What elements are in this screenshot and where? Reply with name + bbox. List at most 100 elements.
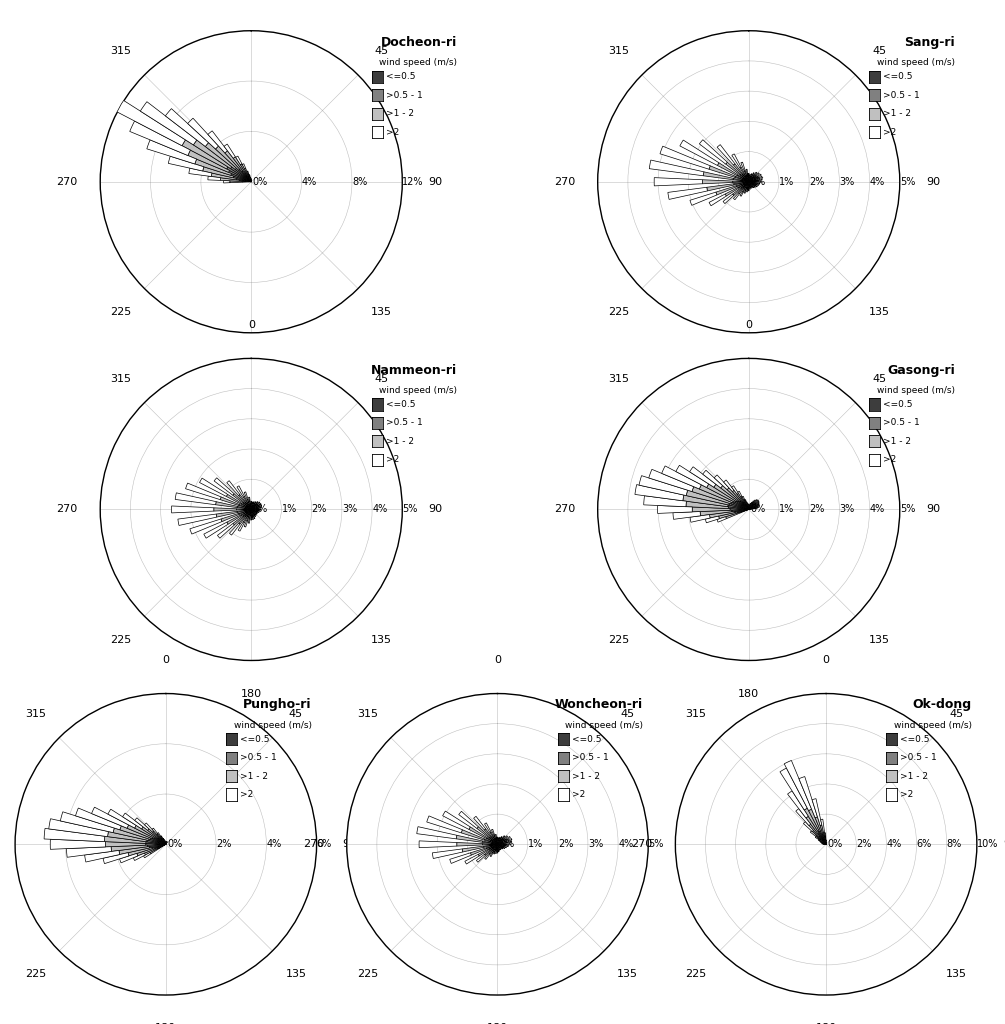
Bar <box>244 168 249 177</box>
Bar <box>753 183 756 184</box>
Bar <box>237 506 247 509</box>
Bar <box>747 182 749 184</box>
Bar <box>745 171 747 177</box>
Bar <box>252 506 254 508</box>
Text: 0%: 0% <box>499 840 515 849</box>
Bar <box>752 184 754 186</box>
Bar <box>824 843 826 844</box>
Bar <box>227 480 240 496</box>
Bar <box>682 495 728 507</box>
Bar <box>754 185 756 187</box>
Text: >0.5 - 1: >0.5 - 1 <box>240 754 277 762</box>
Bar <box>747 507 749 510</box>
Bar <box>740 174 747 180</box>
Bar <box>754 182 757 183</box>
Bar <box>643 496 686 507</box>
Bar <box>247 508 251 510</box>
Bar <box>724 480 734 492</box>
Bar <box>186 483 221 500</box>
Bar <box>248 179 251 182</box>
Bar <box>115 99 186 145</box>
Bar <box>756 506 759 507</box>
Text: >0.5 - 1: >0.5 - 1 <box>572 754 609 762</box>
Bar <box>147 840 161 844</box>
Bar <box>825 833 826 839</box>
Bar <box>243 503 249 508</box>
Bar <box>237 485 244 498</box>
Text: 0%: 0% <box>253 177 268 186</box>
Bar <box>661 466 701 489</box>
Bar <box>150 845 162 848</box>
Bar <box>494 846 496 849</box>
Text: >1 - 2: >1 - 2 <box>386 110 414 118</box>
Bar <box>700 510 732 516</box>
Bar <box>749 180 751 182</box>
Bar <box>163 843 166 844</box>
Bar <box>723 195 734 204</box>
Bar <box>427 816 462 833</box>
Bar <box>732 154 742 168</box>
Bar <box>255 507 258 508</box>
Bar <box>497 843 498 844</box>
Bar <box>752 503 754 506</box>
Bar <box>482 844 493 845</box>
Bar <box>822 835 825 842</box>
Bar <box>248 510 251 512</box>
Bar <box>419 841 457 848</box>
Bar <box>746 184 748 187</box>
Bar <box>258 505 261 507</box>
Text: <=0.5: <=0.5 <box>572 735 601 743</box>
Bar <box>488 846 494 850</box>
Bar <box>486 845 494 849</box>
Text: 180: 180 <box>240 361 262 371</box>
Bar <box>749 180 751 182</box>
Bar <box>809 824 820 837</box>
Bar <box>233 176 247 181</box>
Bar <box>458 811 478 828</box>
Bar <box>498 841 499 843</box>
Bar <box>750 505 751 507</box>
Text: wind speed (m/s): wind speed (m/s) <box>379 386 457 395</box>
Bar <box>130 121 190 156</box>
Bar <box>220 497 239 506</box>
Bar <box>247 171 248 174</box>
Bar <box>755 507 758 508</box>
Text: <=0.5: <=0.5 <box>900 735 930 743</box>
Bar <box>716 185 737 195</box>
Bar <box>498 846 499 847</box>
Bar <box>498 849 499 850</box>
Bar <box>804 808 819 831</box>
Bar <box>252 511 253 512</box>
Bar <box>788 791 808 818</box>
Bar <box>749 180 750 182</box>
Bar <box>208 131 227 153</box>
Text: 2%: 2% <box>809 505 824 514</box>
Bar <box>756 503 759 506</box>
Bar <box>690 515 711 522</box>
Bar <box>134 853 146 860</box>
Text: wind speed (m/s): wind speed (m/s) <box>233 721 312 730</box>
Bar <box>238 522 244 531</box>
Text: 1%: 1% <box>281 505 296 514</box>
Text: 3%: 3% <box>342 505 357 514</box>
Bar <box>486 838 494 843</box>
Bar <box>214 508 236 511</box>
Bar <box>751 502 753 505</box>
Bar <box>745 175 748 179</box>
Bar <box>255 511 257 512</box>
Bar <box>123 813 143 828</box>
Text: 90: 90 <box>674 840 688 849</box>
Text: 5%: 5% <box>899 177 916 186</box>
Bar <box>239 505 247 508</box>
Bar <box>738 175 746 180</box>
Text: 2%: 2% <box>216 840 231 849</box>
Text: 270: 270 <box>56 177 77 186</box>
Bar <box>247 512 250 516</box>
Bar <box>741 497 746 504</box>
Bar <box>195 159 231 175</box>
Bar <box>442 811 470 829</box>
Text: Docheon-ri: Docheon-ri <box>381 36 457 49</box>
Bar <box>216 502 237 508</box>
Bar <box>702 470 723 487</box>
Text: 0%: 0% <box>167 840 183 849</box>
